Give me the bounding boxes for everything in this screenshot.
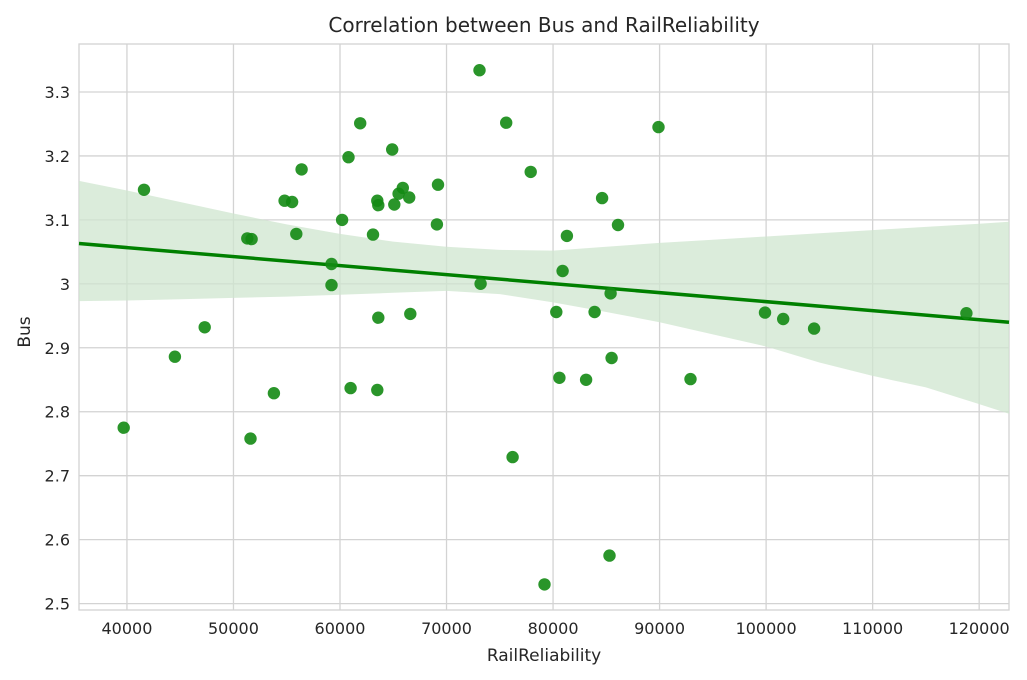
confidence-band	[79, 180, 1009, 414]
data-point	[403, 191, 416, 204]
data-point	[372, 199, 385, 212]
chart-title: Correlation between Bus and RailReliabil…	[328, 13, 759, 37]
data-point	[652, 120, 665, 134]
data-point	[295, 163, 308, 176]
data-point	[404, 307, 417, 321]
data-point	[325, 278, 338, 292]
data-point	[500, 116, 513, 129]
data-point	[960, 307, 973, 320]
data-point	[430, 218, 444, 231]
x-tick-label: 90000	[634, 619, 685, 638]
data-point	[344, 381, 357, 395]
data-point	[605, 351, 618, 365]
regression-line	[78, 241, 1010, 324]
data-point	[168, 350, 182, 363]
data-point	[611, 218, 625, 232]
x-tick-label: 80000	[528, 619, 579, 638]
y-tick-label: 2.9	[45, 339, 70, 358]
data-point	[396, 181, 409, 195]
data-point	[777, 312, 790, 326]
data-point	[758, 306, 772, 319]
data-point	[474, 277, 487, 290]
x-tick-label: 70000	[421, 619, 472, 638]
x-tick-label: 60000	[315, 619, 366, 638]
y-tick-label: 2.6	[45, 531, 70, 550]
data-point	[371, 383, 384, 397]
data-point	[579, 373, 593, 386]
data-point	[267, 387, 281, 400]
data-point	[354, 117, 367, 130]
data-point	[137, 183, 151, 196]
data-point	[506, 450, 519, 464]
x-tick-label: 50000	[208, 619, 259, 638]
data-point	[342, 151, 355, 164]
y-tick-label: 3.2	[45, 147, 70, 166]
x-axis-label: RailReliability	[487, 646, 601, 666]
x-tick-label: 120000	[949, 619, 1010, 638]
data-point	[366, 228, 380, 241]
data-point	[595, 191, 609, 205]
data-point	[386, 143, 399, 156]
data-point	[550, 305, 563, 319]
data-point	[604, 287, 617, 300]
y-axis-label: Bus	[15, 316, 35, 347]
x-tick-labels: 40000 50000 60000 70000 80000 90000 100000 1100…	[101, 619, 1009, 638]
y-tick-label: 3.1	[45, 211, 70, 230]
data-point	[538, 578, 551, 591]
data-point	[553, 371, 566, 384]
data-point	[560, 229, 574, 243]
regression-line-layer	[78, 241, 1010, 324]
data-point	[198, 321, 211, 334]
data-point	[603, 549, 616, 562]
data-point	[556, 264, 569, 278]
data-point	[244, 432, 257, 445]
x-tick-label: 100000	[736, 619, 797, 638]
data-point	[245, 232, 258, 246]
data-point	[807, 322, 821, 335]
confidence-band-layer	[79, 180, 1009, 414]
data-point	[335, 213, 349, 227]
data-point	[372, 311, 385, 324]
data-point	[684, 372, 697, 386]
data-point	[588, 305, 601, 319]
data-point	[524, 165, 537, 179]
y-tick-label: 3	[60, 275, 70, 294]
y-tick-labels: 2.5 2.6 2.7 2.8 2.9 3 3.1 3.2 3.3	[45, 83, 70, 614]
y-tick-label: 3.3	[45, 83, 70, 102]
data-point	[285, 195, 299, 209]
data-point	[325, 257, 338, 271]
data-point	[431, 178, 445, 191]
y-tick-label: 2.7	[45, 467, 70, 486]
y-tick-label: 2.5	[45, 595, 70, 614]
x-tick-label: 110000	[842, 619, 903, 638]
data-point	[473, 63, 486, 77]
data-points-layer	[117, 63, 973, 591]
data-point	[290, 227, 303, 241]
data-point	[117, 421, 130, 434]
x-tick-label: 40000	[101, 619, 152, 638]
y-tick-label: 2.8	[45, 403, 70, 422]
data-point	[388, 198, 401, 211]
